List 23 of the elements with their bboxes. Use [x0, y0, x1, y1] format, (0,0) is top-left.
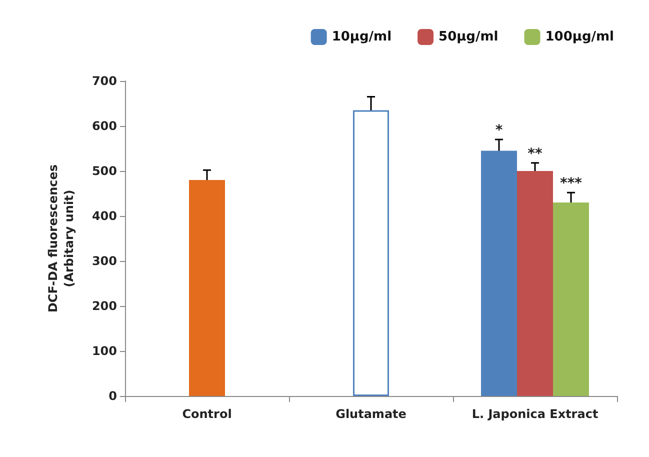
bar: [553, 202, 589, 396]
x-tick-label: Glutamate: [336, 407, 406, 421]
y-tick-label: 100: [92, 344, 117, 358]
x-tick-label: Control: [182, 407, 232, 421]
y-tick-label: 500: [92, 164, 117, 178]
bar: [353, 110, 389, 396]
y-tick-label: 700: [92, 74, 117, 88]
y-axis-title: DCF-DA fluorescences (Arbitary unit): [46, 164, 76, 313]
annotation: ***: [560, 176, 583, 192]
x-tick-label: L. Japonica Extract: [472, 407, 598, 421]
y-tick-label: 0: [108, 389, 117, 403]
annotation: *: [495, 122, 504, 138]
y-tick-label: 400: [92, 209, 117, 223]
legend-label: 100µg/ml: [545, 30, 614, 44]
annotation: **: [528, 146, 543, 162]
bar: [517, 171, 553, 396]
y-tick-label: 600: [92, 119, 117, 133]
legend-label: 10µg/ml: [332, 30, 392, 44]
legend-label: 50µg/ml: [438, 30, 498, 44]
bar: [189, 180, 225, 396]
y-tick-label: 200: [92, 299, 117, 313]
y-tick-label: 300: [92, 254, 117, 268]
bar: [481, 150, 517, 396]
